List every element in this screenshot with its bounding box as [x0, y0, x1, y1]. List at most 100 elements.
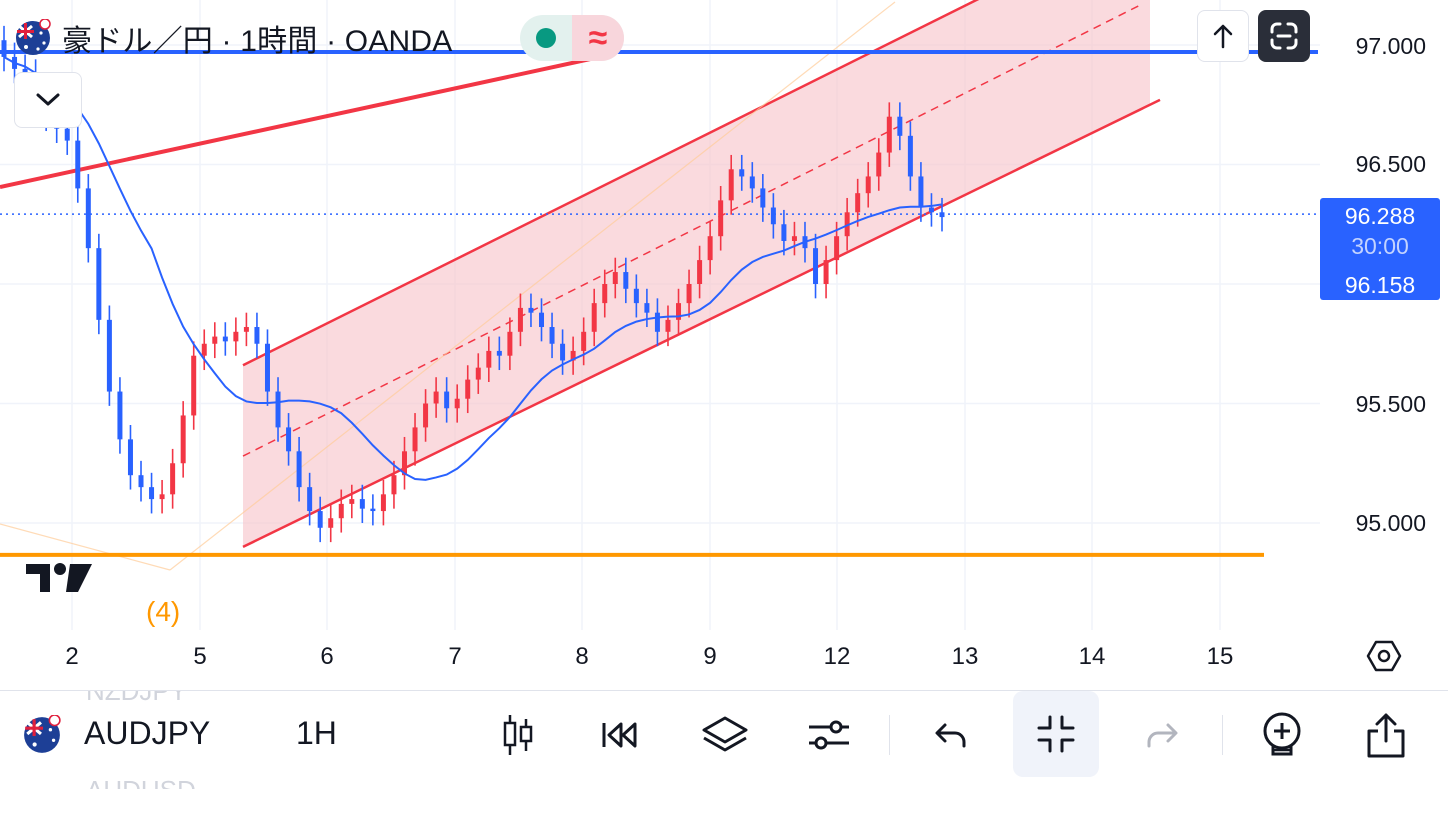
undo-icon: [935, 723, 966, 748]
candle-body: [85, 188, 91, 249]
trendline-red: [0, 56, 596, 189]
symbol-selector[interactable]: AUDJPY: [84, 715, 211, 751]
candle-body: [876, 152, 882, 177]
candle-body: [907, 135, 913, 177]
time-axis-label: 12: [823, 643, 851, 670]
indicator-status-pill[interactable]: ≈: [520, 15, 624, 61]
redo-button[interactable]: [1136, 709, 1188, 761]
time-axis-label: 5: [193, 643, 207, 670]
channel-fill: [243, 0, 1150, 547]
candle-body: [612, 272, 618, 284]
layers-button[interactable]: [699, 709, 751, 761]
candle-body: [106, 319, 112, 392]
undo-button[interactable]: [925, 709, 977, 761]
candle-body: [475, 367, 481, 380]
arrow-up-icon: [1213, 24, 1233, 49]
candle-body: [728, 169, 734, 201]
candle-body: [391, 475, 397, 495]
candle-body: [286, 427, 292, 452]
layers-icon: [702, 716, 748, 752]
ghost-symbol-below: AUDUSD: [86, 775, 196, 789]
candle-body: [760, 188, 766, 208]
scroll-up-button[interactable]: [1197, 10, 1249, 62]
time-axis-label: 2: [65, 643, 79, 670]
candle-body: [75, 140, 81, 189]
candle-body: [22, 68, 28, 74]
indicator-settings-icon: [809, 720, 849, 750]
fullscreen-button[interactable]: [1258, 10, 1310, 62]
ma-value: 96.158: [1344, 272, 1416, 298]
candle-body: [64, 128, 70, 141]
candle-body: [338, 503, 344, 519]
candle-type-icon: [503, 715, 533, 755]
candle-body: [844, 212, 850, 237]
time-axis-label: 7: [448, 643, 462, 670]
candle-body: [191, 355, 197, 416]
candle-body: [718, 200, 724, 237]
candle-body: [654, 312, 660, 332]
chart-legend[interactable]: 豪ドル／円 · 1時間 · OANDA: [14, 18, 453, 58]
candle-type-button[interactable]: [492, 709, 544, 761]
candle-body: [928, 207, 934, 213]
australia-flag-icon: [16, 19, 51, 55]
candle-body: [275, 391, 281, 428]
collapse-legend-button[interactable]: [14, 72, 82, 128]
indicator-settings-button[interactable]: [803, 709, 855, 761]
candle-body: [918, 176, 924, 208]
candle-body: [380, 494, 386, 512]
candle-body: [201, 343, 207, 356]
add-alert-icon: [1263, 712, 1301, 756]
candle-body: [454, 398, 460, 409]
candle-body: [465, 379, 471, 399]
candle-body: [897, 116, 903, 136]
candle-body: [749, 176, 755, 189]
current-price-tag: 96.288 30:00 96.158: [1320, 198, 1440, 300]
elliott-wave-label[interactable]: (4): [146, 596, 181, 627]
hexagon-settings-icon[interactable]: [1366, 638, 1402, 674]
channel-lower-line: [242, 98, 1161, 549]
candle-body: [180, 415, 186, 464]
collapse-chart-button[interactable]: [1013, 691, 1099, 777]
candle-body: [676, 303, 682, 320]
price-chart[interactable]: [0, 0, 1448, 690]
price-axis-label: 95.000: [1355, 510, 1426, 536]
candle-body: [623, 272, 629, 289]
redo-icon: [1147, 723, 1178, 748]
candle-body: [855, 193, 861, 213]
candle-body: [159, 494, 165, 500]
candle-body: [1, 40, 7, 57]
moving-average-line: [3, 56, 943, 481]
bottom-toolbar: NZDJPY AUDJPY 1H AUDUSD: [0, 690, 1448, 815]
candle-body: [581, 331, 587, 351]
symbol-title: 豪ドル／円 · 1時間 · OANDA: [62, 25, 453, 58]
add-alert-button[interactable]: [1256, 709, 1308, 761]
candle-body: [781, 224, 787, 241]
candle-body: [813, 248, 819, 284]
bar-countdown: 30:00: [1351, 233, 1409, 259]
time-axis-label: 15: [1206, 643, 1234, 670]
candle-body: [254, 327, 260, 344]
candle-body: [349, 499, 355, 504]
price-axis-label: 95.500: [1355, 391, 1426, 417]
candle-body: [791, 236, 797, 241]
candle-body: [939, 212, 945, 218]
candle-body: [359, 499, 365, 509]
candle-body: [149, 487, 155, 500]
candle-body: [317, 511, 323, 528]
share-button[interactable]: [1360, 709, 1412, 761]
chart-area[interactable]: 豪ドル／円 · 1時間 · OANDA ≈ 97.000 96.500 95.5…: [0, 0, 1448, 690]
candle-body: [433, 391, 439, 404]
interval-selector[interactable]: 1H: [296, 715, 337, 751]
time-axis-label: 6: [320, 643, 334, 670]
time-axis-label: 9: [703, 643, 717, 670]
candle-body: [823, 260, 829, 284]
candle-body: [138, 475, 144, 488]
candle-body: [212, 336, 218, 344]
candle-body: [401, 451, 407, 476]
chevron-down-icon: [36, 93, 60, 106]
candle-body: [507, 331, 513, 356]
replay-button[interactable]: [594, 709, 646, 761]
candle-body: [496, 350, 502, 356]
fib-line: [169, 1, 896, 571]
fib-line: [0, 523, 171, 571]
